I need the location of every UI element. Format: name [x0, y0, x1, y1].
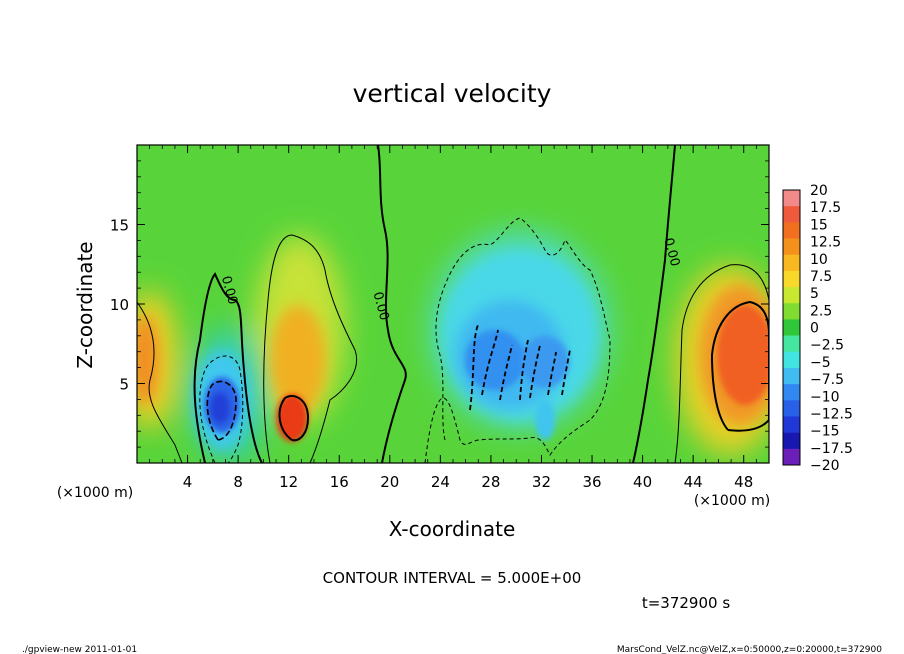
colorbar-swatch — [783, 287, 800, 304]
contour-label: 0.00 — [218, 274, 240, 306]
colorbar-swatch — [783, 335, 800, 353]
colorbar-label: −15 — [810, 424, 840, 440]
colorbar-label: −5 — [810, 355, 831, 371]
colorbar-swatch — [783, 416, 800, 433]
y-tick-label: 10 — [110, 296, 129, 314]
shading-layer-core — [204, 305, 769, 442]
time-label: t=372900 s — [642, 594, 730, 612]
y-axis: 5 10 15 — [110, 160, 769, 448]
colorbar-label: 17.5 — [810, 200, 841, 216]
chart-title: vertical velocity — [353, 79, 552, 108]
x-axis-label: X-coordinate — [389, 517, 516, 541]
x-tick-label: 12 — [279, 473, 298, 491]
x-tick-label: 32 — [532, 473, 551, 491]
colorbar-label: −12.5 — [810, 406, 853, 422]
colorbar-swatch — [783, 222, 800, 239]
x-axis: 4 8 12 16 20 24 28 32 36 40 44 48 — [149, 145, 757, 491]
colorbar-frame — [782, 189, 801, 466]
y-tick-label: 15 — [110, 217, 129, 235]
footer-right: MarsCond_VelZ.nc@VelZ,x=0:50000,z=0:2000… — [617, 645, 882, 654]
colorbar-swatch — [783, 190, 800, 207]
x-tick-label: 28 — [481, 473, 500, 491]
y-axis-label: Z-coordinate — [73, 241, 97, 368]
x-unit-label: (×1000 m) — [694, 493, 770, 509]
colorbar-label: 20 — [810, 183, 828, 199]
colorbar-label: −10 — [810, 389, 840, 405]
colorbar-swatch — [783, 206, 800, 223]
y-tick-label: 5 — [119, 376, 129, 394]
x-tick-label: 48 — [734, 473, 753, 491]
colorbar-label: 15 — [810, 217, 828, 233]
contour-lines — [137, 145, 769, 463]
colorbar-swatch — [783, 238, 800, 256]
colorbar-swatch — [783, 432, 800, 450]
x-tick-label: 16 — [330, 473, 349, 491]
contour-label: 0.00 — [660, 236, 682, 268]
contour-label: 0.00 — [370, 290, 392, 322]
x-tick-label: 40 — [633, 473, 652, 491]
y-unit-label: (×1000 m) — [57, 485, 133, 501]
x-tick-label: 24 — [431, 473, 450, 491]
x-tick-label: 36 — [582, 473, 601, 491]
colorbar-swatch — [783, 303, 800, 320]
colorbar-swatch — [783, 319, 800, 336]
colorbar-label: 2.5 — [810, 303, 832, 319]
colorbar-swatch — [783, 384, 800, 401]
colorbar-swatch — [783, 367, 800, 385]
colorbar-label: −20 — [810, 458, 840, 474]
x-tick-label: 8 — [233, 473, 243, 491]
colorbar-swatch — [783, 400, 800, 417]
footer-left: ./gpview-new 2011-01-01 — [22, 645, 137, 654]
contour-labels: 0.00 0.00 0.00 — [218, 236, 682, 322]
colorbar-swatch — [783, 351, 800, 369]
colorbar-label: 5 — [810, 286, 819, 302]
x-tick-label: 44 — [684, 473, 703, 491]
plot-area: 0.00 0.00 0.00 — [137, 145, 769, 463]
colorbar-label: 0 — [810, 321, 819, 337]
colorbar-label: 7.5 — [810, 269, 832, 285]
colorbar-label: 10 — [810, 252, 828, 268]
colorbar-label: −2.5 — [810, 338, 844, 354]
x-tick-label: 20 — [380, 473, 399, 491]
colorbar-label: −17.5 — [810, 441, 853, 457]
colorbar-label: −7.5 — [810, 372, 844, 388]
colorbar-label: 12.5 — [810, 235, 841, 251]
colorbar-swatch — [783, 270, 800, 288]
contour-interval: CONTOUR INTERVAL = 5.000E+00 — [323, 569, 582, 587]
colorbar-swatch — [783, 448, 800, 466]
x-tick-label: 4 — [183, 473, 193, 491]
colorbar-swatch — [783, 254, 800, 272]
